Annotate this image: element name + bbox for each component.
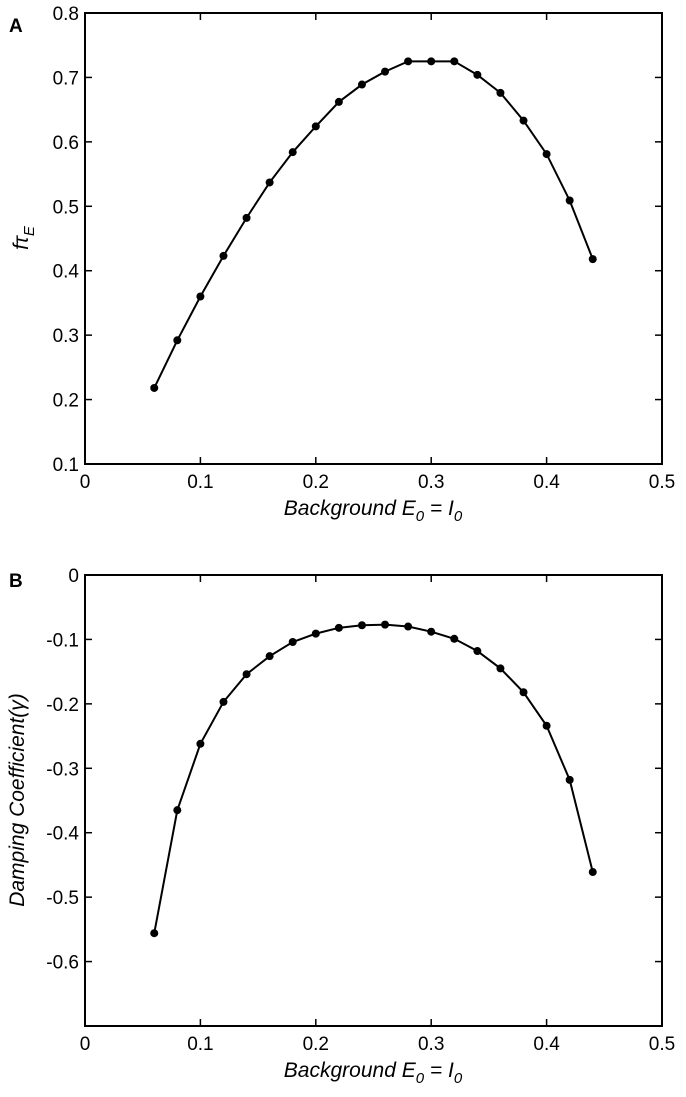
y-tick-label-a-7: 0.8 <box>53 4 79 25</box>
data-point-b-18 <box>565 775 574 784</box>
ticks-b: 0 0.1 0.2 0.3 0.4 0.5 0 -0.1 -0.2 -0.3 -0.4 -0.5 -0.… <box>46 566 675 1055</box>
data-point-a-11 <box>404 57 413 66</box>
data-point-b-17 <box>542 721 551 730</box>
data-point-b-12 <box>427 627 436 636</box>
panel-b: B 0 0.1 0.2 0.3 0.4 0.5 0 -0.1 -0.2 -0.3 -0.4 -0.5 -… <box>6 566 675 1087</box>
data-point-b-6 <box>288 638 297 647</box>
data-point-a-16 <box>519 116 528 125</box>
data-point-a-6 <box>288 148 297 157</box>
data-point-b-19 <box>588 868 597 877</box>
data-point-a-3 <box>219 251 228 260</box>
series-b <box>150 620 597 938</box>
data-point-b-9 <box>357 621 366 630</box>
y-tick-label-b-3: -0.3 <box>46 759 79 780</box>
x-tick-label-a-4: 0.4 <box>533 472 560 493</box>
data-point-b-14 <box>473 647 482 656</box>
data-point-b-16 <box>519 688 528 697</box>
x-tick-label-b-4: 0.4 <box>533 1034 560 1055</box>
data-point-b-3 <box>219 697 228 706</box>
y-tick-label-b-0: 0 <box>68 566 79 587</box>
data-point-a-5 <box>265 178 274 187</box>
data-point-a-10 <box>381 67 390 76</box>
x-tick-label-a-0: 0 <box>80 472 91 493</box>
plot-frame-a <box>84 12 663 465</box>
x-tick-label-b-3: 0.3 <box>418 1034 444 1055</box>
data-point-a-7 <box>311 122 320 131</box>
x-axis-label-a: Background E0 = I0 <box>284 497 463 525</box>
data-point-b-2 <box>196 739 205 748</box>
y-tick-label-b-6: -0.6 <box>46 953 79 974</box>
x-tick-label-a-1: 0.1 <box>187 472 213 493</box>
data-point-b-13 <box>450 634 459 643</box>
y-tick-label-b-1: -0.1 <box>46 630 79 651</box>
data-point-a-8 <box>334 97 343 106</box>
y-tick-label-a-5: 0.6 <box>53 133 79 154</box>
panel-letter-a: A <box>9 16 23 37</box>
data-point-b-0 <box>150 929 159 938</box>
data-point-a-13 <box>450 57 459 66</box>
series-line-b <box>153 623 594 934</box>
x-axis-label-b: Background E0 = I0 <box>284 1059 463 1087</box>
y-tick-label-a-1: 0.2 <box>53 391 79 412</box>
data-point-a-15 <box>496 88 505 97</box>
series-a <box>150 57 597 392</box>
data-point-b-8 <box>334 623 343 632</box>
x-tick-label-b-5: 0.5 <box>649 1034 675 1055</box>
y-tick-label-a-3: 0.4 <box>53 262 80 283</box>
x-tick-label-a-3: 0.3 <box>418 472 444 493</box>
y-axis-label-b: Damping Coefficient(γ) <box>6 693 29 907</box>
ticks-a: 0 0.1 0.2 0.3 0.4 0.50.10.20.30.40.50.60.70.8 <box>53 4 676 493</box>
panel-letter-b: B <box>9 571 23 592</box>
data-point-a-18 <box>565 196 574 205</box>
y-tick-label-a-0: 0.1 <box>53 455 79 476</box>
data-point-b-15 <box>496 664 505 673</box>
x-tick-label-a-5: 0.5 <box>649 472 675 493</box>
data-point-a-1 <box>173 336 182 345</box>
data-point-a-19 <box>588 255 597 264</box>
data-point-b-11 <box>404 622 413 631</box>
y-tick-label-a-4: 0.5 <box>53 197 79 218</box>
y-tick-label-a-2: 0.3 <box>53 326 79 347</box>
y-tick-label-a-6: 0.7 <box>53 68 79 89</box>
data-point-b-1 <box>173 806 182 815</box>
y-tick-label-b-5: -0.5 <box>46 888 79 909</box>
x-tick-label-b-2: 0.2 <box>303 1034 329 1055</box>
data-point-b-10 <box>381 620 390 629</box>
data-point-a-17 <box>542 150 551 159</box>
data-point-b-4 <box>242 670 251 679</box>
x-tick-label-a-2: 0.2 <box>303 472 329 493</box>
data-point-a-12 <box>427 57 436 66</box>
x-tick-label-b-0: 0 <box>80 1034 91 1055</box>
data-point-a-2 <box>196 292 205 301</box>
data-point-a-4 <box>242 213 251 222</box>
data-point-b-5 <box>265 652 274 661</box>
data-point-a-14 <box>473 70 482 79</box>
y-tick-label-b-2: -0.2 <box>46 695 79 716</box>
y-axis-label-a: fτE <box>10 225 38 250</box>
data-point-b-7 <box>311 629 320 638</box>
plot-frame-b <box>84 574 663 1027</box>
y-tick-label-b-4: -0.4 <box>46 824 79 845</box>
panel-a: A 0 0.1 0.2 0.3 0.4 0.50.10.20.30.40.50.60.70… <box>9 4 675 525</box>
data-point-a-9 <box>357 80 366 89</box>
x-tick-label-b-1: 0.1 <box>187 1034 213 1055</box>
series-line-a <box>153 60 594 389</box>
data-point-a-0 <box>150 383 159 392</box>
